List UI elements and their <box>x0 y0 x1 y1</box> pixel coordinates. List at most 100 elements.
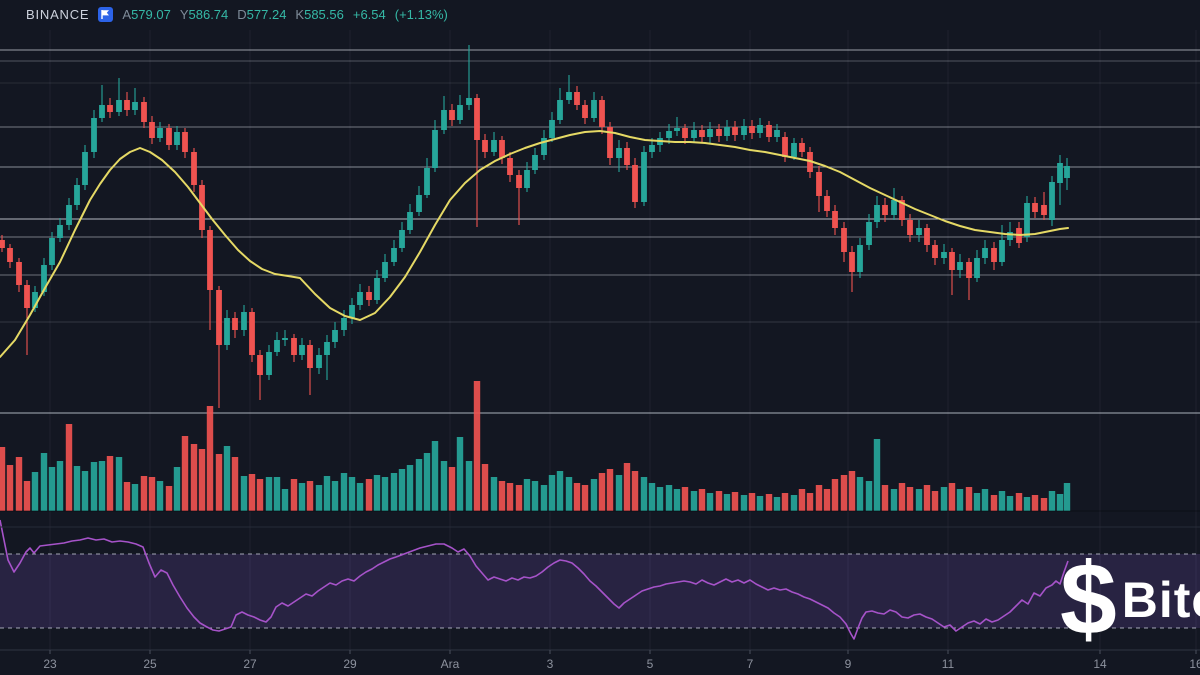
volume-bar <box>415 459 423 511</box>
candle-body <box>232 318 238 330</box>
candle-body <box>466 98 472 105</box>
candle-body <box>332 330 338 342</box>
volume-bar <box>248 474 256 511</box>
volume-bar <box>1031 495 1039 511</box>
candle-body <box>882 205 888 215</box>
candle-body <box>891 200 897 215</box>
candle-body <box>1064 166 1070 178</box>
volume-bar <box>990 495 998 511</box>
volume-bar <box>940 487 948 511</box>
time-axis-label: 29 <box>343 657 357 671</box>
candle-body <box>799 143 805 152</box>
volume-bar <box>48 467 56 511</box>
candle-body <box>266 352 272 375</box>
volume-bar <box>840 475 848 511</box>
candle-body <box>957 262 963 270</box>
volume-bar <box>123 482 131 511</box>
volume-bar <box>1056 494 1064 511</box>
candle-body <box>832 211 838 228</box>
candle-body <box>474 98 480 140</box>
time-axis-label: 25 <box>143 657 157 671</box>
time-axis-label: 27 <box>243 657 257 671</box>
volume-bar <box>973 493 981 511</box>
volume-bar <box>431 441 439 511</box>
volume-bar <box>73 466 81 511</box>
candle-body <box>941 252 947 258</box>
candle-body <box>257 355 263 375</box>
volume-bar <box>1063 483 1071 511</box>
time-axis[interactable]: 23 25 27 29 Ara 3 5 7 9 11 14 16 <box>0 651 1200 675</box>
candle-body <box>166 128 172 145</box>
volume-bar <box>56 461 64 511</box>
chart-surface[interactable] <box>0 0 1200 650</box>
flag-icon[interactable] <box>98 7 114 22</box>
volume-bar <box>831 479 839 511</box>
candle-body <box>557 100 563 120</box>
candle-body <box>1041 205 1047 215</box>
volume-bar <box>156 481 164 511</box>
candle-body <box>924 228 930 245</box>
candle-body <box>749 126 755 133</box>
candle-body <box>499 140 505 158</box>
volume-bar <box>331 481 339 511</box>
candle-body <box>374 278 380 300</box>
ma-line <box>0 130 1069 358</box>
candle-body <box>1057 163 1063 183</box>
time-axis-label: 5 <box>646 657 654 671</box>
candle-body <box>982 248 988 258</box>
volume-bar <box>556 471 564 511</box>
chart-legend: BINANCE A 579.07 Y 586.74 D 577.24 K 585… <box>26 7 448 22</box>
candle-body <box>324 342 330 355</box>
candle-body <box>82 152 88 185</box>
candle-body <box>999 240 1005 262</box>
volume-bar <box>565 477 573 511</box>
volume-bar <box>23 481 31 511</box>
candle-body <box>491 140 497 152</box>
volume-bar <box>1040 498 1048 511</box>
candle-body <box>566 92 572 100</box>
volume-bar <box>98 461 106 511</box>
candle-body <box>1049 182 1055 220</box>
volume-bar <box>548 475 556 511</box>
volume-bar <box>481 464 489 511</box>
flag-glyph <box>101 10 110 19</box>
volume-bar <box>140 476 148 511</box>
volume-bar <box>881 485 889 511</box>
close-label: K <box>295 7 305 22</box>
volume-bar <box>890 489 898 511</box>
candle-body <box>99 105 105 118</box>
volume-bar <box>765 494 773 511</box>
volume-bar <box>965 487 973 511</box>
candle-body <box>366 292 372 300</box>
volume-bar <box>981 489 989 511</box>
volume-bar <box>798 489 806 511</box>
candle-body <box>207 230 213 290</box>
candle-body <box>816 172 822 196</box>
candle-body <box>916 228 922 235</box>
volume-bar <box>723 494 731 511</box>
exchange-name[interactable]: BINANCE <box>26 7 90 22</box>
volume-bar <box>1015 493 1023 511</box>
candle-body <box>682 128 688 138</box>
volume-bar <box>690 491 698 511</box>
candle-body <box>124 100 130 110</box>
volume-bar <box>1023 497 1031 511</box>
candle-body <box>357 292 363 305</box>
volume-bar <box>1048 491 1056 511</box>
candle-body <box>424 168 430 195</box>
volume-bar <box>473 381 481 511</box>
volume-bar <box>523 479 531 511</box>
candle-body <box>291 338 297 355</box>
candle-body <box>899 200 905 220</box>
candle-body <box>732 127 738 135</box>
candle-body <box>857 245 863 272</box>
volume-bar <box>115 457 123 511</box>
volume-bar <box>498 481 506 511</box>
volume-bar <box>423 453 431 511</box>
candle-body <box>841 228 847 252</box>
volume-bar <box>531 481 539 511</box>
candle-body <box>932 245 938 258</box>
volume-bar <box>906 487 914 511</box>
volume-bar <box>448 467 456 511</box>
